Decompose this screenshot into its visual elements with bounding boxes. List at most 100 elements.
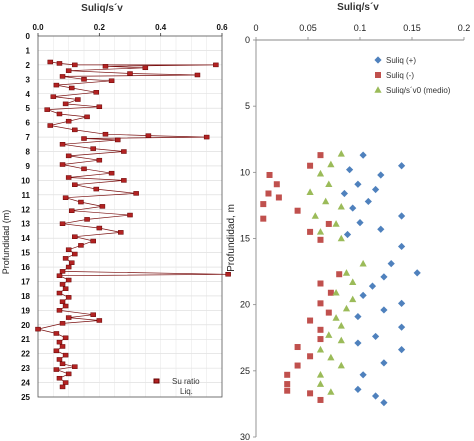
right-data-point-2	[307, 228, 314, 235]
right-x-tick-label: 0.2	[458, 23, 471, 33]
right-data-point-3	[342, 304, 351, 312]
right-data-point-3	[316, 228, 325, 235]
right-legend-label-1: Suliq (+)	[386, 56, 416, 65]
right-data-point-1	[356, 219, 364, 227]
right-data-point-2	[273, 181, 280, 188]
right-data-point-2	[317, 396, 324, 403]
left-data-point	[59, 142, 66, 147]
left-y-tick-label: 8	[26, 148, 31, 157]
left-y-axis-label: Profundidad (m)	[1, 210, 11, 275]
right-data-point-1	[398, 323, 406, 331]
left-data-point	[72, 234, 78, 239]
left-y-tick-label: 11	[22, 191, 31, 200]
left-data-point	[68, 260, 75, 265]
right-data-point-2	[317, 300, 324, 307]
left-y-tick-label: 23	[21, 364, 30, 373]
left-data-point	[108, 170, 115, 176]
right-data-point-3	[359, 259, 367, 267]
left-data-point	[56, 290, 63, 296]
left-data-point	[93, 90, 100, 95]
left-data-point	[62, 352, 69, 358]
right-data-point-2	[307, 162, 314, 169]
right-data-point-2	[307, 353, 314, 360]
left-y-tick-label: 22	[21, 350, 30, 359]
left-data-point	[194, 72, 201, 78]
left-data-point	[65, 315, 72, 320]
left-y-tick-label: 18	[21, 292, 30, 301]
right-y-tick-label: 25	[240, 366, 250, 376]
right-data-point-1	[372, 332, 380, 341]
left-data-point	[65, 175, 72, 180]
left-data-point	[50, 94, 57, 99]
left-data-point	[53, 331, 60, 336]
left-data-point	[44, 107, 50, 112]
right-data-point-1	[380, 398, 388, 407]
left-data-point	[142, 65, 149, 71]
left-data-point	[72, 182, 78, 187]
right-data-point-2	[325, 309, 332, 316]
right-data-point-3	[332, 220, 340, 227]
right-data-point-2	[317, 336, 324, 343]
right-data-point-2	[294, 344, 301, 351]
left-legend-label-2: Liq.	[180, 387, 193, 396]
left-data-point	[65, 118, 72, 124]
right-data-point-1	[343, 230, 352, 239]
left-data-point	[225, 272, 231, 277]
left-data-point	[59, 74, 66, 79]
left-axes	[37, 35, 223, 398]
right-legend-marker-2	[375, 72, 381, 78]
left-data-point	[114, 137, 121, 143]
left-data-point	[56, 357, 63, 362]
left-points	[35, 59, 231, 390]
left-data-point	[81, 166, 87, 172]
right-y-axis-label: Profundidad, m	[226, 204, 237, 272]
left-data-point	[72, 364, 78, 369]
left-data-point	[65, 295, 72, 300]
right-data-point-1	[349, 204, 357, 212]
right-data-point-2	[317, 280, 324, 287]
left-series-trace	[37, 61, 229, 388]
left-data-point	[62, 335, 69, 341]
left-data-point	[68, 208, 75, 213]
left-x-tick-label: 0.2	[94, 23, 106, 32]
left-y-tick-label: 5	[26, 104, 31, 113]
left-data-point	[81, 136, 87, 141]
right-data-point-2	[265, 190, 272, 197]
right-x-tick-label: 0.05	[299, 23, 317, 33]
left-data-point	[90, 238, 96, 244]
left-data-point	[84, 217, 90, 222]
left-data-point	[56, 308, 63, 313]
right-data-point-2	[260, 215, 267, 222]
right-x-tick-label: 0	[253, 23, 258, 33]
left-data-point	[62, 380, 69, 385]
left-y-tick-label: 9	[26, 162, 31, 171]
left-legend-marker	[153, 378, 160, 384]
right-y-tick-label: 10	[240, 167, 250, 177]
right-x-tick-label: 0.1	[354, 23, 367, 33]
left-y-tick-label: 16	[21, 263, 30, 272]
left-data-point	[56, 273, 63, 278]
right-data-point-2	[294, 362, 301, 369]
right-data-point-3	[332, 314, 340, 321]
right-data-point-2	[275, 194, 282, 201]
right-chart-title: Suliq/s´v	[337, 2, 379, 13]
left-y-tick-label: 24	[21, 379, 30, 388]
right-data-point-1	[377, 171, 385, 179]
right-data-point-1	[398, 346, 406, 354]
left-data-point	[59, 282, 66, 287]
left-data-point	[62, 286, 69, 291]
right-data-point-1	[354, 339, 362, 347]
right-data-point-1	[372, 185, 380, 194]
left-data-point	[75, 97, 81, 102]
left-data-point	[145, 133, 152, 138]
left-data-point	[121, 149, 127, 154]
right-data-point-1	[346, 166, 354, 174]
left-chart: Suliq/s´v Profundidad (m) 01234567891011…	[1, 3, 231, 402]
right-y-tick-label: 0	[245, 35, 250, 45]
right-data-point-3	[316, 380, 325, 387]
left-data-point	[47, 59, 54, 65]
right-data-point-1	[354, 385, 362, 393]
right-data-point-1	[359, 151, 367, 159]
left-ticks: 0123456789101112131415161718192021222324…	[21, 23, 228, 402]
left-data-point	[81, 77, 87, 82]
